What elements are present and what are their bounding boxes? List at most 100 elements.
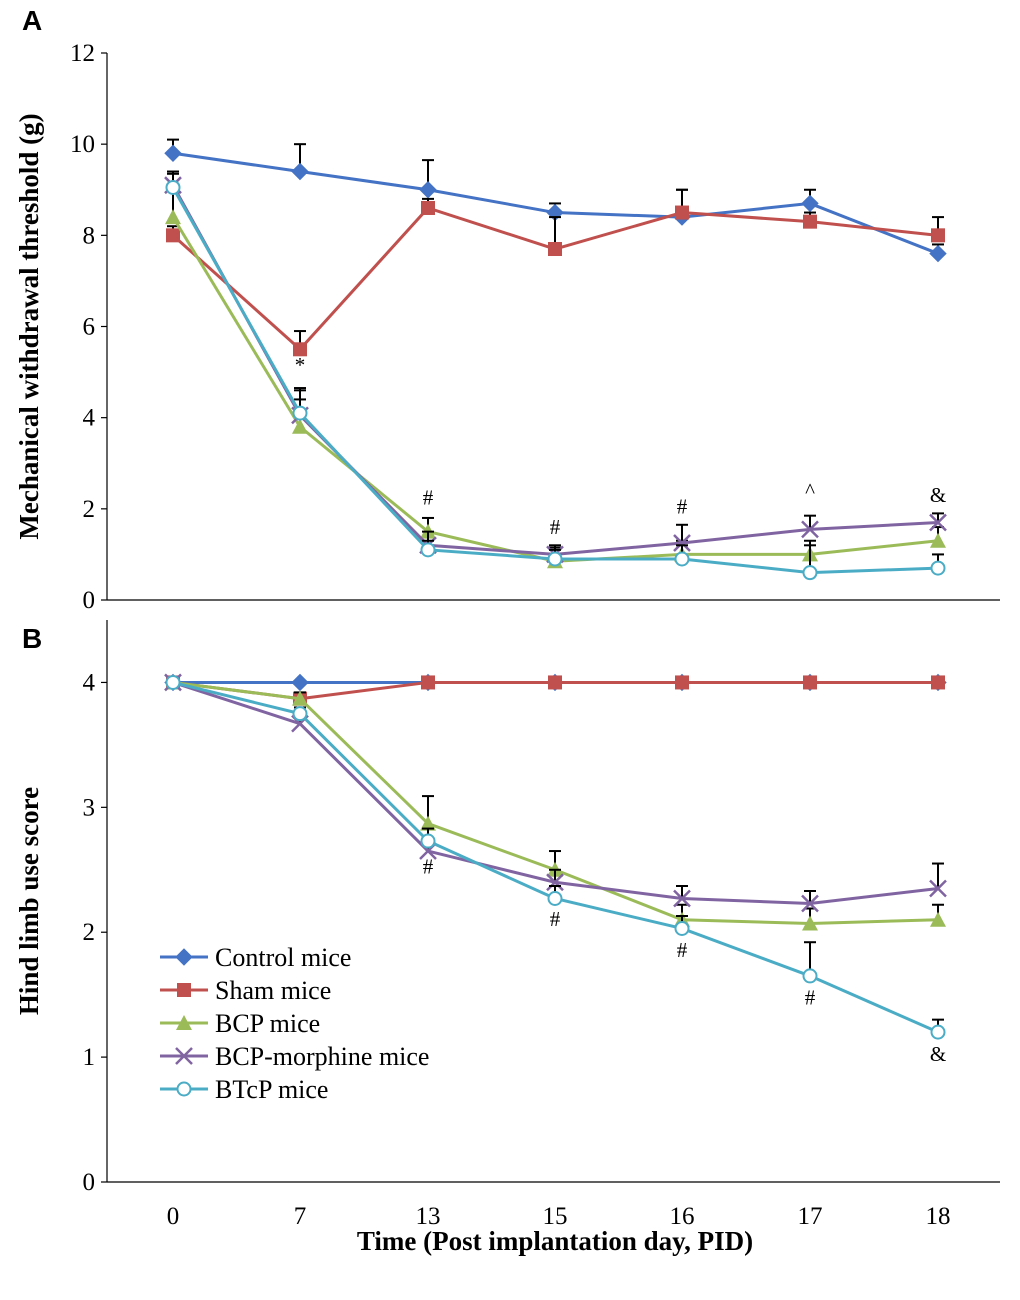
y-tick-label: 4 [83,405,96,432]
data-point [673,534,691,552]
panel-a: A 0 2 4 6 8 10 12 Mechanical withdrawal threshol… [14,5,1000,614]
legend-marker [177,983,191,997]
y-tick-label: 3 [83,794,96,821]
x-tick-label: 18 [926,1203,951,1230]
significance-mark: * [295,353,306,377]
data-point [674,920,690,936]
data-point [803,214,817,229]
y-tick-label: 8 [83,222,96,249]
legend: Control mice Sham mice BCP mice BCP-morphin… [160,943,429,1104]
data-point [930,911,946,927]
data-point [165,209,181,225]
x-tick-label: 17 [798,1203,823,1230]
series-control-mice [164,138,947,263]
y-tick-label: 10 [70,131,95,158]
data-point [292,418,308,434]
y-axis-title: Mechanical withdrawal threshold (g) [14,113,44,539]
legend-marker-stroke [175,1047,193,1065]
data-point-stroke [801,520,819,539]
data-point [801,894,819,913]
data-point [548,675,562,690]
y-tick-label: 2 [83,919,96,946]
data-point [421,200,435,215]
data-point-stroke [929,513,947,532]
panel-letter: B [22,623,42,654]
x-axis-title: Time (Post implantation day, PID) [357,1226,753,1256]
y-axis-title: Hind limb use score [14,787,44,1015]
significance-mark: # [423,855,434,879]
data-point [802,565,818,581]
series-bcp-morphine-mice [164,673,947,913]
data-point [675,205,689,220]
x-tick-label: 16 [670,1203,695,1230]
significance-mark: & [930,1042,946,1066]
data-point [292,706,308,722]
y-tick-label: 0 [83,587,96,614]
significance-mark: # [805,986,816,1010]
data-point [291,162,309,181]
y-tick-label: 2 [83,496,96,523]
series-btcp-mice [165,674,946,1040]
legend-label: Control mice [215,943,351,972]
legend-item-btcp-mice: BTcP mice [160,1075,328,1104]
data-point [675,675,689,690]
legend-label: BCP-morphine mice [215,1042,429,1071]
legend-label: Sham mice [215,976,331,1005]
data-point-stroke [673,889,691,908]
data-point [801,520,819,539]
data-point [802,915,818,931]
panel-b: B 0 1 2 3 4 Hind limb use score 0 7 13 15 16 17 18 # # #… [14,620,1000,1230]
significance-mark: # [677,938,688,962]
data-point [674,551,690,567]
legend-item-sham-mice: Sham mice [160,976,331,1005]
data-point [930,560,946,576]
y-tick-label: 6 [83,314,96,341]
significance-mark: # [550,907,561,931]
legend-item-bcp-morphine-mice: BCP-morphine mice [160,1042,429,1071]
y-tick-label: 4 [83,669,96,696]
data-point [548,242,562,257]
data-point-stroke [673,534,691,552]
data-point [546,873,564,892]
significance-mark: ^ [805,478,815,502]
data-point [673,889,691,908]
legend-label: BTcP mice [215,1075,328,1104]
data-point [929,879,947,898]
data-point [930,1024,946,1040]
data-point-stroke [929,879,947,898]
data-point [291,673,309,692]
data-point [931,675,945,690]
data-point [929,244,947,263]
data-point-stroke [801,894,819,913]
legend-marker [176,1015,192,1030]
x-tick-label: 15 [543,1203,568,1230]
significance-mark: # [423,485,434,509]
legend-label: BCP mice [215,1009,320,1038]
y-tick-label: 0 [83,1169,96,1196]
significance-mark: & [930,483,946,507]
data-point [165,674,181,690]
data-point [931,228,945,243]
y-tick-label: 12 [70,40,95,67]
legend-marker [175,1047,193,1065]
panel-letter: A [22,5,42,36]
data-point [164,144,182,162]
data-point [166,228,180,243]
series-btcp-mice [165,172,946,581]
data-point-stroke [546,873,564,892]
data-point [165,179,181,195]
legend-marker [175,948,193,966]
data-point [801,194,819,213]
x-tick-label: 13 [416,1203,441,1230]
data-point [803,675,817,690]
legend-item-bcp-mice: BCP mice [160,1009,320,1038]
significance-mark: # [677,494,688,518]
data-point [292,405,308,421]
legend-marker [176,1081,192,1097]
y-tick-label: 1 [83,1044,96,1071]
data-point [420,542,436,558]
data-point [547,891,563,907]
data-point [930,532,946,548]
